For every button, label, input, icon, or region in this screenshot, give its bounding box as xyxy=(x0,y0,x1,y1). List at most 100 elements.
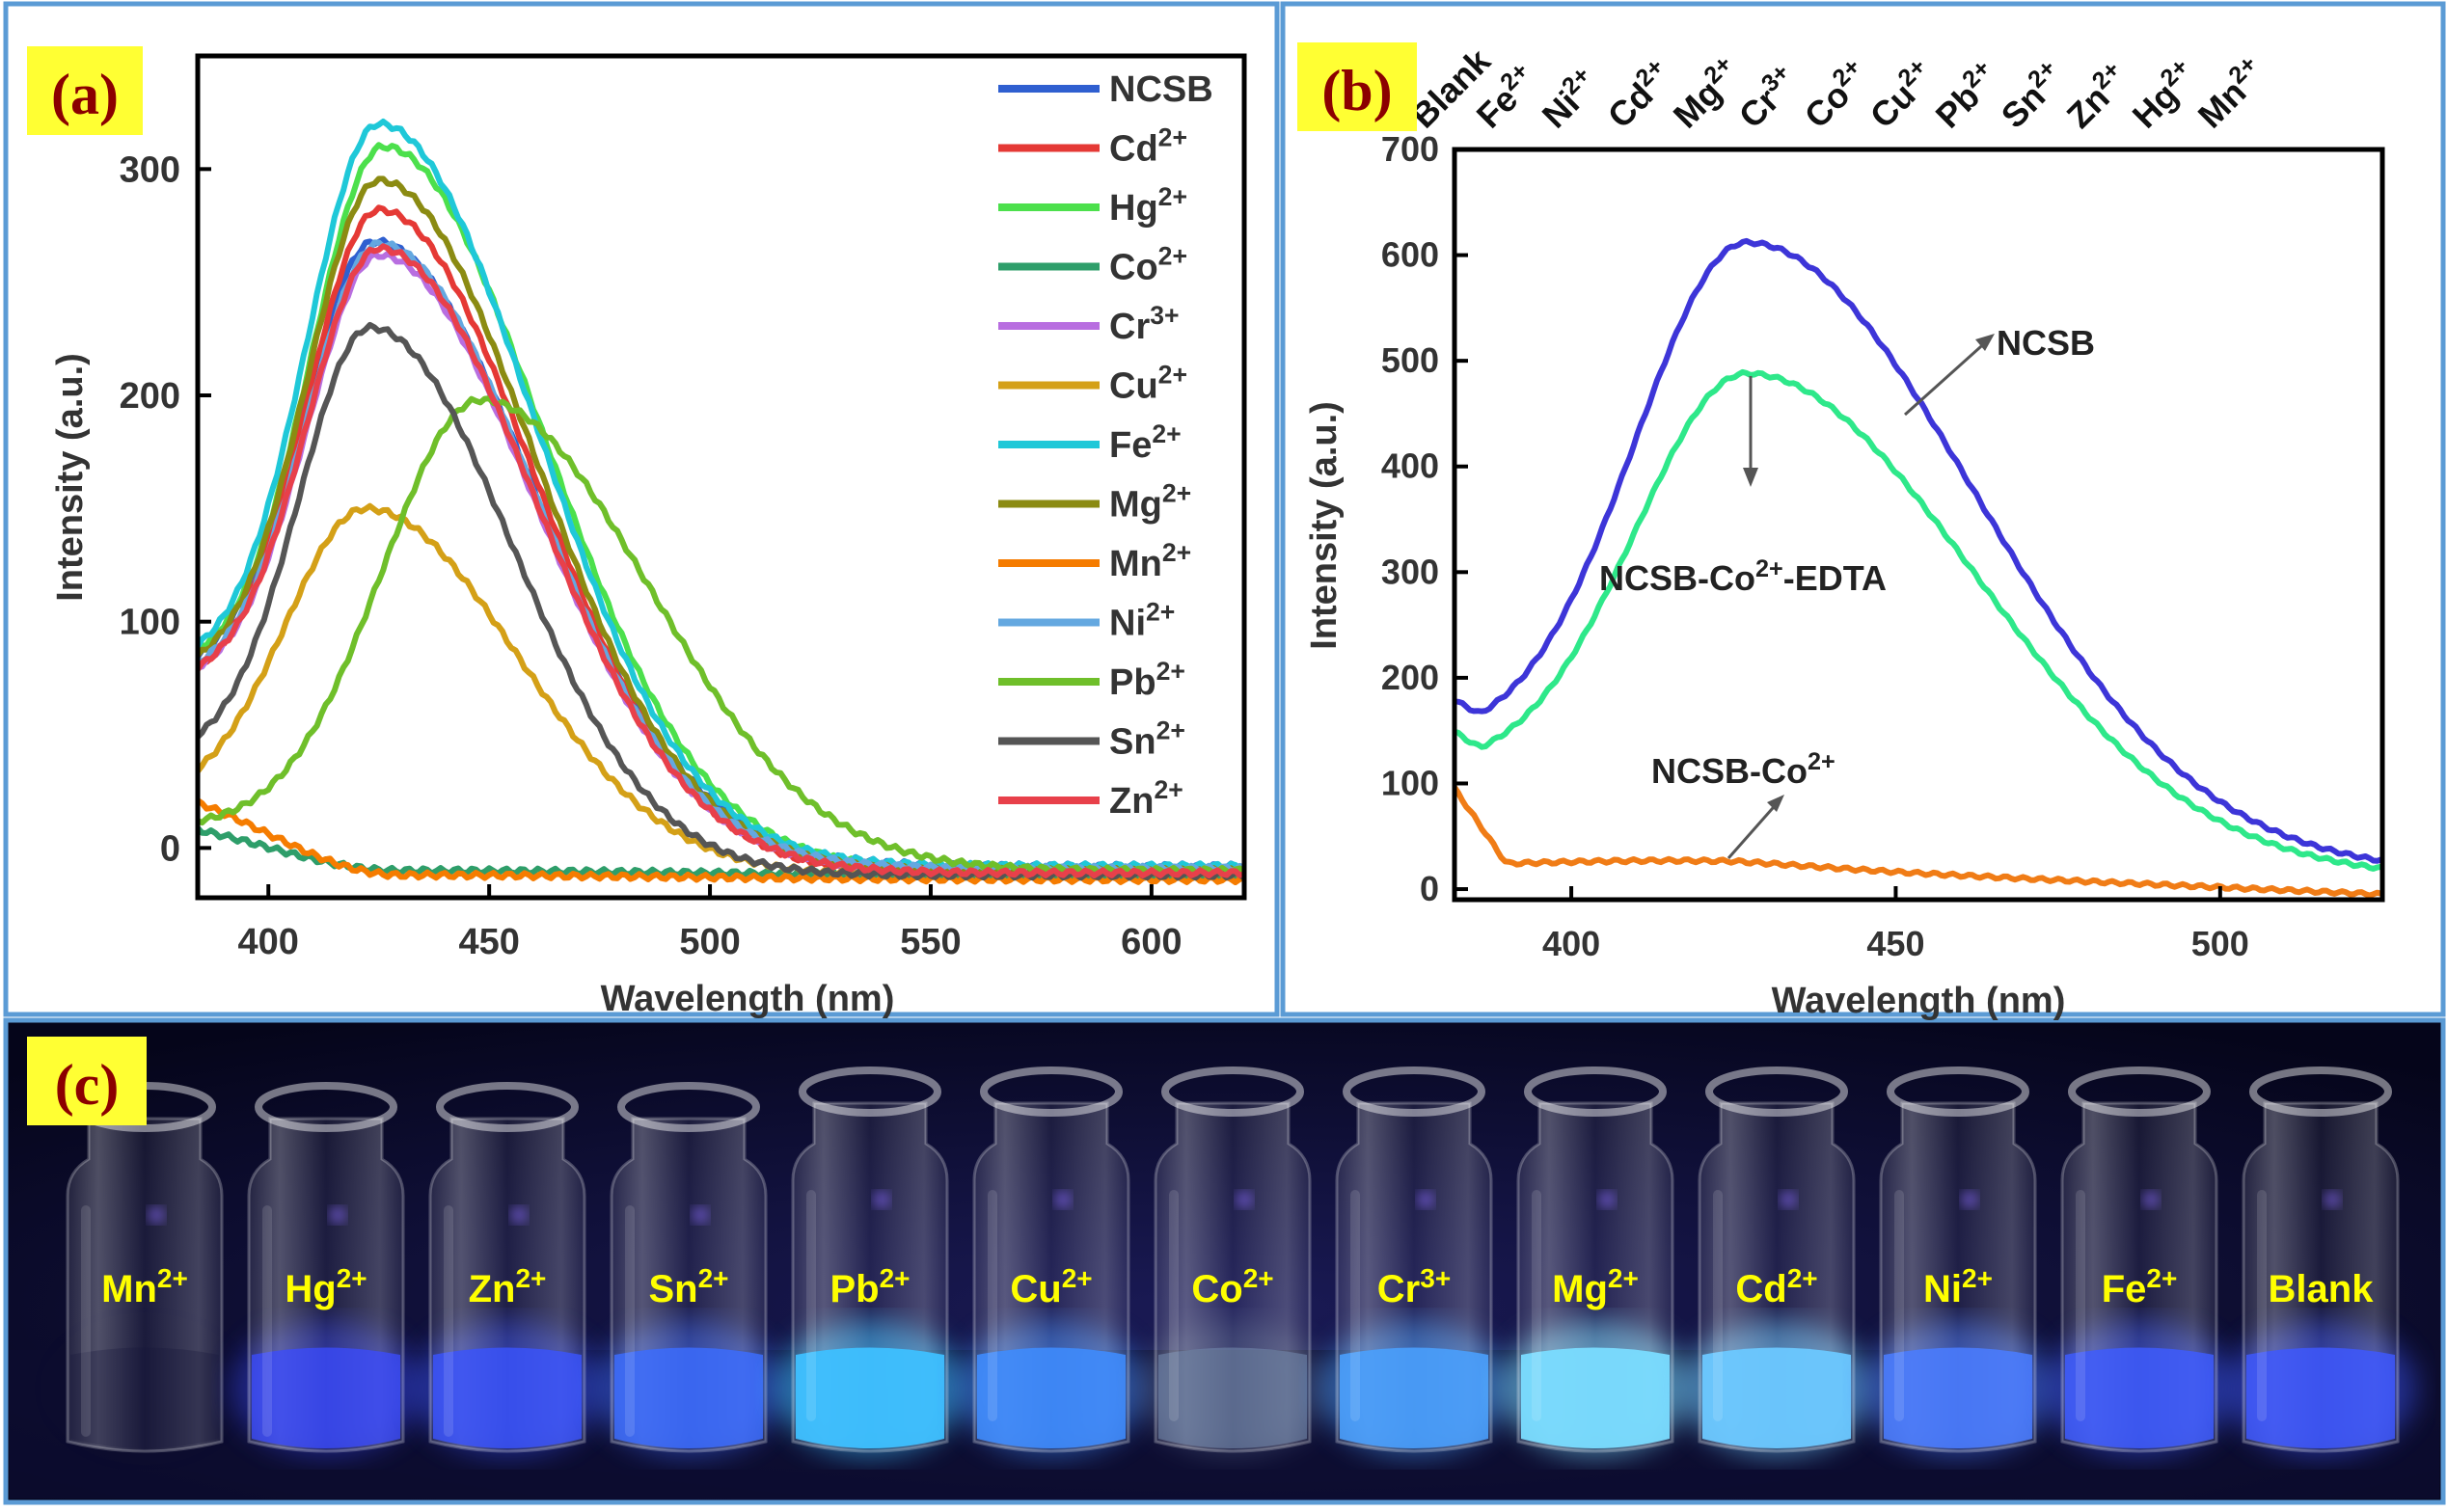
panel-b-x-tick-label: 500 xyxy=(2191,924,2249,963)
panel-b-x-tick-label: 400 xyxy=(1542,924,1600,963)
panel-a-x-tick-label: 500 xyxy=(679,922,740,962)
vial-fe: Fe2+ xyxy=(2043,1066,2236,1456)
vial-liquid xyxy=(1884,1347,2032,1448)
vial-cd: Cd2+ xyxy=(1680,1066,1873,1456)
panel-a-legend-label-zn: Zn2+ xyxy=(1109,775,1183,822)
panel-b-x-tick-label: 450 xyxy=(1866,924,1924,963)
vial-highlight xyxy=(2076,1190,2085,1421)
panel-a-x-tick-label: 550 xyxy=(900,922,961,962)
panel-b-curve-1 xyxy=(1454,368,2382,872)
panel-b-y-tick-label: 700 xyxy=(1381,129,1439,169)
vial-liquid xyxy=(1340,1347,1488,1448)
vial-liquid xyxy=(977,1347,1126,1448)
vial-liquid xyxy=(252,1347,400,1448)
vial-rim xyxy=(1887,1066,2029,1117)
panel-a-legend-label-ni: Ni2+ xyxy=(1109,598,1175,644)
vial-reflection xyxy=(1780,1191,1797,1208)
vial-label-cu: Cu2+ xyxy=(1010,1263,1092,1311)
vial-highlight xyxy=(1350,1190,1360,1421)
panel-a-curves xyxy=(195,119,1247,885)
panel-a-ticks: 400 450 500 550 600 0 100 200 300 xyxy=(120,149,1183,962)
panel-b-y-tick-label: 100 xyxy=(1381,763,1439,802)
vial-highlight xyxy=(806,1190,816,1421)
vial-reflection xyxy=(2324,1191,2341,1208)
vial-reflection xyxy=(1054,1191,1072,1208)
vial-reflection xyxy=(1417,1191,1434,1208)
vial-reflection xyxy=(873,1191,890,1208)
panel-b-curves xyxy=(1452,237,2382,899)
panel-a-y-tick-label: 100 xyxy=(120,603,180,643)
vial-reflection xyxy=(1961,1191,1978,1208)
vial-mg: Mg2+ xyxy=(1499,1066,1692,1456)
vial-reflection xyxy=(692,1206,709,1224)
panel-a-x-tick-label: 600 xyxy=(1121,922,1182,962)
vial-rim xyxy=(436,1082,579,1132)
panel-a-legend-label-co: Co2+ xyxy=(1109,242,1187,288)
vial-liquid xyxy=(614,1347,763,1448)
vial-reflection xyxy=(2142,1191,2160,1208)
vial-glass xyxy=(66,1117,224,1453)
panel-b-y-tick-label: 0 xyxy=(1420,869,1439,908)
panel-b-curve-2 xyxy=(1452,785,2382,899)
panel-a-legend-label-mg: Mg2+ xyxy=(1109,479,1191,526)
panel-b-y-axis-label: Intensity (a.u.) xyxy=(1304,401,1345,650)
vial-highlight xyxy=(1894,1190,1904,1421)
vial-rim xyxy=(255,1082,397,1132)
vial-rim xyxy=(2249,1066,2392,1117)
panel-a-curve-mn xyxy=(196,797,1246,885)
panel-a-x-tick-label: 400 xyxy=(238,922,299,962)
vial-photo: Mn2+ Hg2+ Zn2+ Sn2+ Pb2+ Cu2+ Co2+ Cr3+ Mg2+ Cd2+… xyxy=(66,1066,2417,1456)
vial-highlight xyxy=(444,1205,453,1437)
vial-cr: Cr3+ xyxy=(1318,1066,1510,1456)
panel-b-arrow-ncsb xyxy=(1903,338,1991,417)
panel-b-y-tick-label: 300 xyxy=(1381,552,1439,591)
panel-a-legend-label-cd: Cd2+ xyxy=(1109,123,1187,170)
panel-b-annotations: NCSB NCSB-Co2+-EDTA NCSB-Co2+ xyxy=(1599,323,2095,859)
panel-a-x-tick-label: 450 xyxy=(458,922,519,962)
vial-reflection xyxy=(1236,1191,1253,1208)
panel-a-legend-label-fe: Fe2+ xyxy=(1109,419,1182,466)
vial-zn: Zn2+ xyxy=(411,1082,604,1456)
vial-highlight xyxy=(2257,1190,2267,1421)
panel-b-arrowhead-ncsb xyxy=(1975,334,1995,351)
vial-label-cd: Cd2+ xyxy=(1735,1263,1817,1311)
panel-a-legend-label-cr: Cr3+ xyxy=(1109,301,1180,347)
vial-highlight xyxy=(81,1205,91,1437)
panel-b-x-axis-label: Wavelength (nm) xyxy=(1772,981,2066,1021)
vial-rim xyxy=(980,1066,1123,1117)
vial-liquid xyxy=(70,1347,219,1448)
panel-a-label: (a) xyxy=(51,63,119,126)
panel-b-arrow-co xyxy=(1726,799,1781,859)
panel-a-y-axis-label: Intensity (a.u.) xyxy=(50,353,91,602)
vial-ni: Ni2+ xyxy=(1862,1066,2054,1456)
vial-label-ni: Ni2+ xyxy=(1923,1263,1993,1311)
vial-pb: Pb2+ xyxy=(774,1066,966,1456)
panel-a-frame xyxy=(3,1,1280,1017)
vial-co: Co2+ xyxy=(1136,1066,1329,1456)
panel-a-x-axis-label: Wavelength (nm) xyxy=(601,979,895,1019)
vial-hg: Hg2+ xyxy=(230,1082,422,1456)
vial-liquid xyxy=(1521,1347,1670,1448)
panel-a-legend-label-cu: Cu2+ xyxy=(1109,361,1187,407)
panel-c-label: (c) xyxy=(55,1053,120,1117)
vial-rim xyxy=(2068,1066,2211,1117)
vial-highlight xyxy=(1169,1190,1179,1421)
vial-label-mn: Mn2+ xyxy=(101,1263,188,1311)
vial-rim xyxy=(1705,1066,1848,1117)
vial-highlight xyxy=(1532,1190,1541,1421)
panel-a-curve-fe xyxy=(195,119,1246,872)
vial-label-co: Co2+ xyxy=(1191,1263,1273,1311)
vial-reflection xyxy=(329,1206,346,1224)
panel-a: 400 450 500 550 600 0 100 200 300 NCSB Cd2+ Hg2+ Co… xyxy=(27,46,1247,1019)
vial-blank: Blank xyxy=(2224,1066,2417,1456)
panel-b-frame xyxy=(1280,1,2446,1017)
vial-liquid xyxy=(796,1347,944,1448)
vial-highlight xyxy=(988,1190,997,1421)
panel-a-plot-frame xyxy=(195,53,1247,901)
vial-reflection xyxy=(1598,1191,1616,1208)
vial-reflection xyxy=(510,1206,528,1224)
vial-label-mg: Mg2+ xyxy=(1552,1263,1639,1311)
vial-mn: Mn2+ xyxy=(66,1082,224,1453)
panel-b-label: (b) xyxy=(1321,59,1392,122)
vial-highlight xyxy=(625,1205,635,1437)
